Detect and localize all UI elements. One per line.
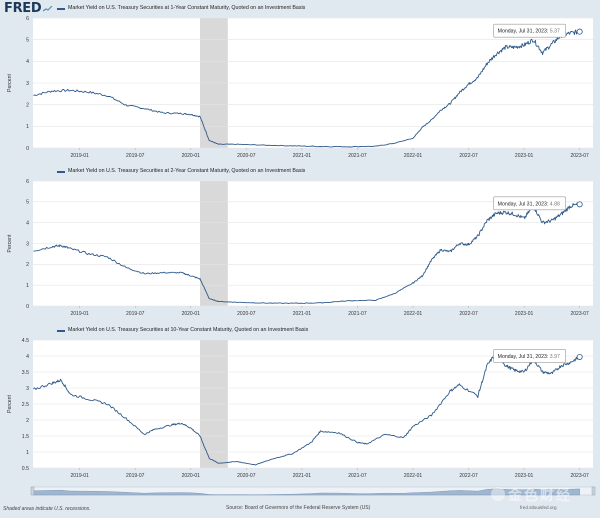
chart-panel-2: 0 1 2 3 4 5 6 2019-01 2019-07 2020-01 2020-07 2021-… <box>7 179 593 317</box>
tooltip-value: 3.97 <box>550 354 560 360</box>
x-tick-label: 2020-01 <box>182 473 201 479</box>
y-tick-label: 4 <box>26 354 29 360</box>
legend-title-1: Market Yield on U.S. Treasury Securities… <box>68 5 306 11</box>
x-tick-label: 2019-07 <box>126 473 145 479</box>
watermark-logo-icon <box>491 487 505 501</box>
x-tick-label: 2020-07 <box>237 473 256 479</box>
y-tick-label: 4.5 <box>22 338 29 344</box>
series-line <box>33 29 581 148</box>
recession-note: Shaded areas indicate U.S. recessions. <box>3 506 91 512</box>
y-tick-label: 6 <box>26 16 29 22</box>
tooltip-label: Monday, Jul 31, 2023: 5.37 <box>498 29 560 35</box>
range-navigator <box>30 486 596 496</box>
hover-point <box>576 28 583 35</box>
navigator-handle-right[interactable] <box>591 486 596 496</box>
x-tick-label: 2019-07 <box>126 311 145 317</box>
x-tick-label: 2023-01 <box>515 153 534 159</box>
series-line <box>33 202 581 304</box>
x-tick-label: 2019-01 <box>70 153 89 159</box>
y-tick-label: 6 <box>26 179 29 185</box>
watermark: 金色财经 <box>508 488 572 504</box>
x-tick-label: 2020-01 <box>182 153 201 159</box>
tooltip-box <box>493 196 566 211</box>
tooltip-label: Monday, Jul 31, 2023: 4.88 <box>498 201 560 207</box>
y-tick-label: 4 <box>26 59 29 65</box>
x-tick-label: 2020-07 <box>237 153 256 159</box>
y-tick-label: 1 <box>26 283 29 289</box>
x-tick-label: 2023-07 <box>570 311 589 317</box>
hover-point <box>576 201 583 208</box>
tooltip-box <box>493 23 566 38</box>
y-tick-label: 3 <box>26 241 29 247</box>
y-tick-label: 0 <box>26 146 29 152</box>
tooltip-value: 4.88 <box>550 201 560 207</box>
x-tick-label: 2021-07 <box>348 473 367 479</box>
y-tick-label: 1 <box>26 450 29 456</box>
legend-swatch-1 <box>57 8 65 10</box>
x-tick-label: 2021-01 <box>293 473 312 479</box>
y-axis-label: Percent <box>7 234 13 252</box>
x-tick-label: 2022-01 <box>404 473 423 479</box>
x-tick-label: 2021-07 <box>348 311 367 317</box>
x-tick-label: 2021-01 <box>293 311 312 317</box>
x-tick-label: 2022-07 <box>459 311 478 317</box>
legend-swatch-3 <box>57 330 65 332</box>
x-tick-label: 2020-07 <box>237 311 256 317</box>
x-tick-label: 2023-07 <box>570 473 589 479</box>
x-tick-label: 2019-01 <box>70 311 89 317</box>
y-axis-label: Percent <box>7 395 13 413</box>
x-tick-label: 2022-07 <box>459 473 478 479</box>
navigator-area <box>33 488 580 496</box>
y-tick-label: 2 <box>26 102 29 108</box>
y-tick-label: 3 <box>26 81 29 87</box>
y-tick-label: 0.5 <box>22 466 29 472</box>
legend-swatch-2 <box>57 171 65 173</box>
y-axis-label: Percent <box>7 74 13 92</box>
fred-logo[interactable]: FRED <box>4 1 42 16</box>
y-tick-label: 3 <box>26 386 29 392</box>
chart-panel-1: 0 1 2 3 4 5 6 2019-01 2019-07 2020-01 2020-07 2021-… <box>7 16 593 159</box>
header: FRED <box>0 0 600 18</box>
tooltip-label: Monday, Jul 31, 2023: 3.97 <box>498 354 560 360</box>
y-tick-label: 0 <box>26 304 29 310</box>
y-tick-label: 5 <box>26 37 29 43</box>
x-tick-label: 2019-07 <box>126 153 145 159</box>
navigator-handle-left[interactable] <box>30 486 35 496</box>
y-tick-label: 1 <box>26 124 29 130</box>
hover-point <box>576 353 583 360</box>
legend-title-2: Market Yield on U.S. Treasury Securities… <box>68 168 306 174</box>
source-text: Source: Board of Governors of the Federa… <box>226 505 371 511</box>
x-tick-label: 2023-01 <box>515 473 534 479</box>
tooltip-value: 5.37 <box>550 29 560 35</box>
y-tick-label: 2 <box>26 418 29 424</box>
y-tick-label: 1.5 <box>22 434 29 440</box>
series-line <box>33 352 580 466</box>
y-tick-label: 4 <box>26 220 29 226</box>
fred-logo-chart-icon <box>43 6 53 12</box>
x-tick-label: 2022-01 <box>404 153 423 159</box>
chart-panel-3: 0.5 1 1.5 2 2.5 3 3.5 4 4.5 2019-01 2019-07 2020-01… <box>7 338 593 479</box>
fred-url[interactable]: fred.stlouisfed.org <box>520 505 557 510</box>
x-tick-label: 2023-01 <box>515 311 534 317</box>
x-tick-label: 2020-01 <box>182 311 201 317</box>
x-tick-label: 2022-07 <box>459 153 478 159</box>
x-tick-label: 2022-01 <box>404 311 423 317</box>
tooltip-box <box>493 349 566 363</box>
y-tick-label: 3.5 <box>22 370 29 376</box>
x-tick-label: 2021-07 <box>348 153 367 159</box>
legend-title-3: Market Yield on U.S. Treasury Securities… <box>68 327 309 333</box>
x-tick-label: 2019-01 <box>70 473 89 479</box>
x-tick-label: 2021-01 <box>293 153 312 159</box>
y-tick-label: 5 <box>26 200 29 206</box>
x-tick-label: 2023-07 <box>570 153 589 159</box>
y-tick-label: 2 <box>26 262 29 268</box>
y-tick-label: 2.5 <box>22 402 29 408</box>
